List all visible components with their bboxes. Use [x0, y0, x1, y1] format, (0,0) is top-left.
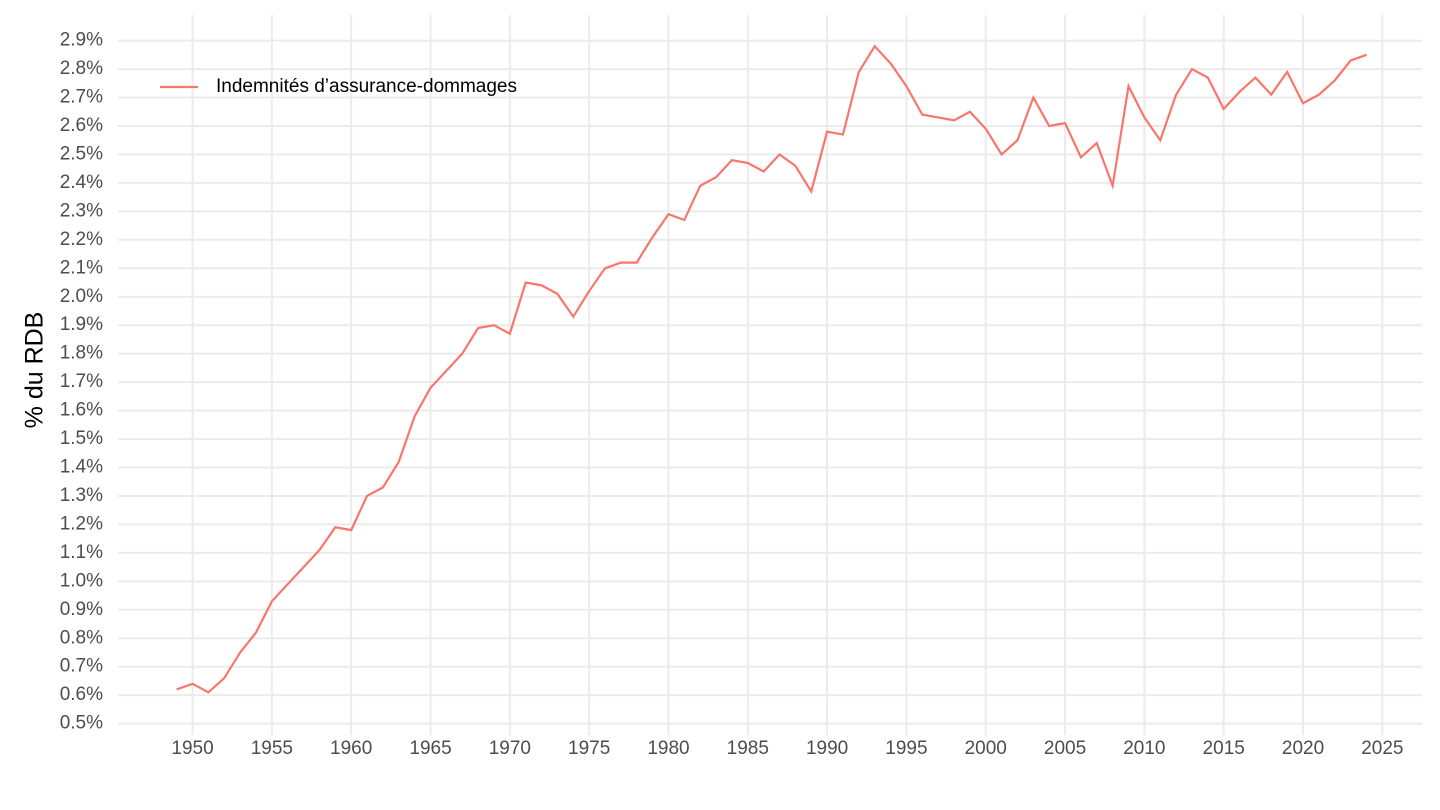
- x-tick-label: 1975: [568, 738, 610, 759]
- y-tick-label: 0.5%: [60, 713, 103, 734]
- x-tick-label: 1955: [251, 738, 293, 759]
- y-tick-label: 2.9%: [60, 30, 103, 51]
- y-tick-label: 2.8%: [60, 58, 103, 79]
- y-axis-label: % du RDB: [21, 312, 49, 429]
- y-tick-label: 1.4%: [60, 457, 103, 478]
- y-tick-label: 2.7%: [60, 87, 103, 108]
- y-tick-label: 2.4%: [60, 172, 103, 193]
- y-tick-label: 1.9%: [60, 314, 103, 335]
- y-tick-label: 1.7%: [60, 371, 103, 392]
- y-tick-label: 0.7%: [60, 656, 103, 677]
- x-tick-label: 1980: [647, 738, 689, 759]
- y-tick-label: 1.5%: [60, 428, 103, 449]
- y-tick-label: 1.3%: [60, 485, 103, 506]
- y-tick-label: 2.1%: [60, 257, 103, 278]
- y-tick-label: 1.6%: [60, 400, 103, 421]
- y-tick-label: 1.2%: [60, 513, 103, 534]
- x-tick-label: 1995: [885, 738, 927, 759]
- data-line: [176, 44, 1367, 694]
- x-tick-label: 1950: [171, 738, 213, 759]
- legend-label: Indemnités d’assurance-dommages: [216, 76, 517, 97]
- y-tick-label: 1.0%: [60, 570, 103, 591]
- x-tick-label: 2025: [1361, 738, 1403, 759]
- y-tick-label: 2.0%: [60, 286, 103, 307]
- x-tick-label: 2010: [1123, 738, 1165, 759]
- x-tick-label: 2005: [1044, 738, 1086, 759]
- y-tick-label: 2.2%: [60, 229, 103, 250]
- y-tick-label: 0.6%: [60, 684, 103, 705]
- x-tick-label: 2020: [1282, 738, 1324, 759]
- x-tick-label: 1990: [806, 738, 848, 759]
- y-tick-label: 2.5%: [60, 143, 103, 164]
- y-tick-label: 2.6%: [60, 115, 103, 136]
- y-tick-label: 0.8%: [60, 627, 103, 648]
- x-tick-label: 1970: [489, 738, 531, 759]
- x-tick-label: 1985: [727, 738, 769, 759]
- x-tick-label: 1960: [330, 738, 372, 759]
- y-tick-label: 1.1%: [60, 542, 103, 563]
- y-tick-label: 1.8%: [60, 343, 103, 364]
- y-tick-label: 0.9%: [60, 599, 103, 620]
- x-tick-label: 2015: [1203, 738, 1245, 759]
- y-tick-label: 2.3%: [60, 200, 103, 221]
- x-tick-label: 1965: [409, 738, 451, 759]
- x-tick-label: 2000: [965, 738, 1007, 759]
